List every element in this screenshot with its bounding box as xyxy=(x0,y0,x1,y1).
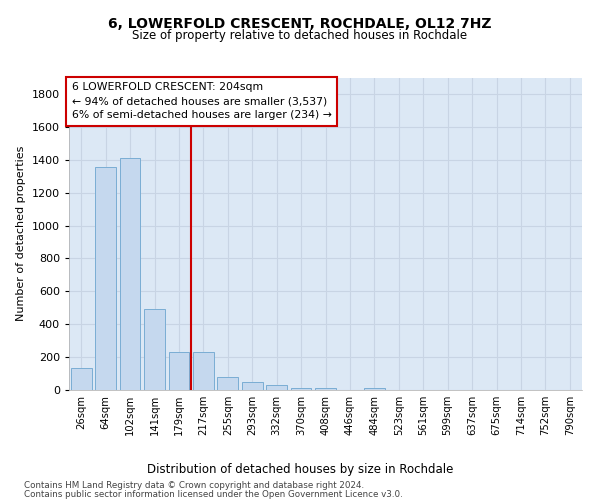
Text: 6 LOWERFOLD CRESCENT: 204sqm
← 94% of detached houses are smaller (3,537)
6% of : 6 LOWERFOLD CRESCENT: 204sqm ← 94% of de… xyxy=(71,82,331,120)
Y-axis label: Number of detached properties: Number of detached properties xyxy=(16,146,26,322)
Bar xyxy=(95,167,116,390)
Bar xyxy=(266,385,287,390)
Bar xyxy=(169,352,190,390)
Bar xyxy=(144,310,165,390)
Bar xyxy=(217,377,238,390)
Text: Contains HM Land Registry data © Crown copyright and database right 2024.: Contains HM Land Registry data © Crown c… xyxy=(24,481,364,490)
Bar xyxy=(364,388,385,390)
Bar xyxy=(71,368,92,390)
Text: Contains public sector information licensed under the Open Government Licence v3: Contains public sector information licen… xyxy=(24,490,403,499)
Bar xyxy=(242,382,263,390)
Bar xyxy=(290,388,311,390)
Text: Distribution of detached houses by size in Rochdale: Distribution of detached houses by size … xyxy=(147,462,453,475)
Text: 6, LOWERFOLD CRESCENT, ROCHDALE, OL12 7HZ: 6, LOWERFOLD CRESCENT, ROCHDALE, OL12 7H… xyxy=(108,18,492,32)
Bar xyxy=(315,388,336,390)
Bar xyxy=(119,158,140,390)
Text: Size of property relative to detached houses in Rochdale: Size of property relative to detached ho… xyxy=(133,29,467,42)
Bar xyxy=(193,352,214,390)
